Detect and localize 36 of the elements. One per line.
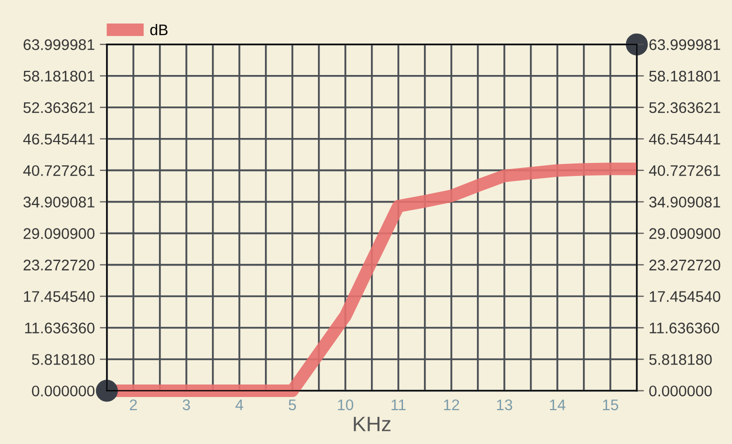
y-tick-label: 17.454540 [24, 291, 94, 302]
y2-tick-label: 29.090900 [649, 228, 720, 239]
y-tick-label: 40.727261 [23, 165, 94, 176]
y-tick-label: 29.090900 [24, 228, 94, 239]
x-tick-label: 2 [130, 399, 137, 410]
y2-tick-label: 5.818180 [649, 354, 712, 365]
x-axis-title: KHz [354, 416, 390, 432]
y-tick-label: 63.999981 [24, 39, 94, 50]
y2-tick-label: 52.363621 [649, 102, 720, 114]
y-tick-label: 5.818180 [32, 354, 94, 365]
x-tick-label: 5 [288, 400, 296, 410]
x-tick-label: 13 [497, 399, 512, 410]
y-tick-label: 46.545441 [23, 134, 94, 145]
x-tick-label: 11 [392, 400, 406, 410]
y2-tick-label: 0.000000 [649, 386, 712, 396]
y2-tick-label: 34.909081 [649, 196, 720, 208]
y-tick-label: 34.909081 [23, 196, 94, 208]
y2-tick-label: 58.181801 [649, 70, 720, 82]
y2-tick-label: 11.636360 [650, 322, 720, 334]
x-tick-label: 10 [338, 399, 354, 410]
x-tick-label: 15 [603, 400, 618, 410]
y2-tick-label: 17.454540 [650, 291, 720, 302]
y-tick-label: 58.181801 [23, 70, 94, 82]
x-tick-label: 12 [444, 399, 460, 410]
y2-tick-label: 63.999981 [649, 39, 720, 50]
x-tick-label: 3 [182, 399, 190, 410]
x-tick-label: 4 [235, 400, 244, 410]
y2-tick-label: 40.727261 [648, 165, 720, 176]
y2-tick-label: 23.272720 [649, 260, 720, 270]
y-tick-label: 23.272720 [24, 260, 94, 270]
y2-tick-label: 46.545441 [648, 134, 720, 145]
y-tick-label: 0.000000 [32, 386, 94, 396]
x-tick-label: 14 [550, 400, 566, 410]
legend-label: dB [150, 24, 168, 36]
y-tick-label: 52.363621 [23, 102, 94, 114]
y-tick-label: 11.636360 [25, 322, 94, 334]
